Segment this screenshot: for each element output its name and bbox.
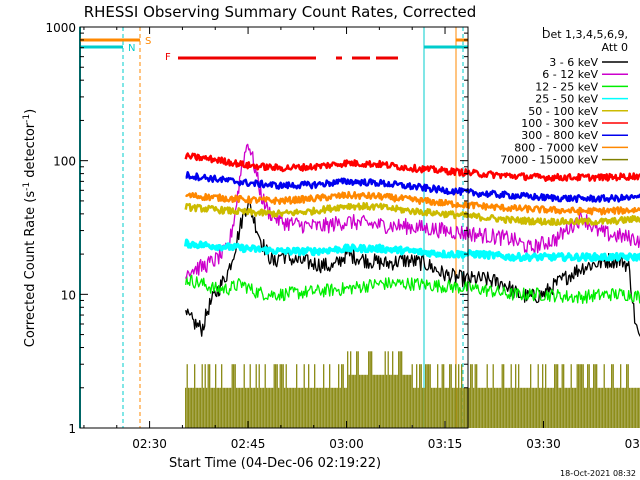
series-6 — [185, 171, 640, 204]
footer-date: 18-Oct-2021 08:32 — [560, 469, 636, 478]
legend-entry-label: 7000 - 15000 keV — [500, 154, 598, 167]
series-5 — [184, 152, 640, 182]
chart-title: RHESSI Observing Summary Count Rates, Co… — [84, 3, 477, 21]
ticks: 02:30 02:45 03:00 03:15 03:30 03:45 1 10 100 1000 — [45, 21, 640, 451]
legend-entry-label: 6 - 12 keV — [542, 68, 598, 81]
x-tick-label: 03:30 — [526, 437, 561, 451]
series-2-line — [185, 274, 640, 305]
x-tick-label: 03:00 — [329, 437, 364, 451]
legend-header-1: Det 1,3,4,5,6,9, — [542, 28, 628, 41]
x-tick-label: 02:30 — [132, 437, 167, 451]
series-3-line — [183, 238, 640, 263]
y-tick-label: 10 — [61, 288, 76, 302]
legend-entry-label: 800 - 7000 keV — [514, 141, 598, 154]
y-tick-label: 1 — [68, 422, 76, 436]
series-2 — [185, 274, 640, 305]
series-4-line — [184, 201, 640, 227]
series-7-line — [184, 190, 640, 216]
legend-entry-label: 3 - 6 keV — [549, 56, 598, 69]
y-axis-label: Corrected Count Rate (s-1 detector-1) — [22, 109, 38, 347]
legend-header-2: Att 0 — [602, 41, 628, 54]
legend-entry-label: 12 - 25 keV — [535, 80, 598, 93]
axes-frame — [79, 26, 469, 429]
flag-label-f: F — [165, 52, 171, 63]
series-5-line — [184, 152, 640, 182]
flag-label-s: S — [145, 36, 151, 47]
x-axis-label: Start Time (04-Dec-06 02:19:22) — [169, 456, 381, 471]
series-layer — [183, 143, 640, 428]
series-7 — [184, 190, 640, 216]
legend-entry-label: 25 - 50 keV — [535, 93, 598, 106]
flag-labels: SN F — [128, 36, 171, 63]
series-0-line — [185, 199, 640, 337]
series-8 — [185, 351, 640, 428]
series-0 — [185, 199, 640, 337]
legend-entry-label: 300 - 800 keV — [521, 129, 598, 142]
series-1-line — [185, 143, 640, 279]
series-4 — [184, 201, 640, 227]
legend-entry-label: 100 - 300 keV — [521, 117, 598, 130]
x-tick-label: 02:45 — [231, 437, 266, 451]
x-tick-label: 03:15 — [428, 437, 463, 451]
axes — [79, 26, 469, 429]
series-1 — [185, 143, 640, 279]
x-tick-label: 03:45 — [625, 437, 640, 451]
y-tick-label: 100 — [53, 155, 76, 169]
y-tick-label: 1000 — [45, 21, 76, 35]
legend-entry-label: 50 - 100 keV — [528, 105, 598, 118]
flag-label-n: N — [128, 43, 135, 54]
series-6-line — [185, 171, 640, 204]
series-3 — [183, 238, 640, 263]
